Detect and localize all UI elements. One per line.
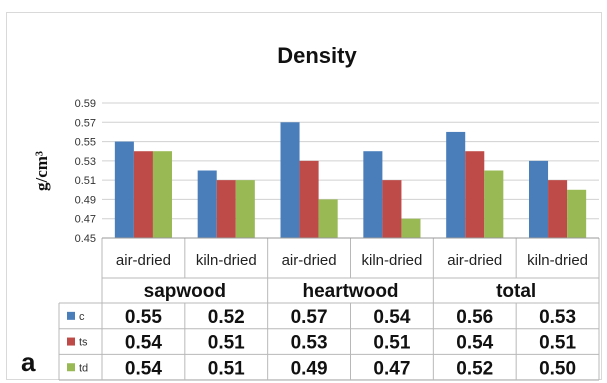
category-label: air-dried: [116, 252, 171, 269]
bar-ts-6: [548, 180, 568, 238]
data-value-c: 0.55: [125, 307, 162, 328]
density-chart: Density g/cm³ a 0.59 0.57 0.55 0.53 0.51 0.49…: [21, 43, 600, 381]
y-tick-label: 0.57: [75, 117, 96, 129]
legend-swatch-c: [67, 311, 75, 320]
data-value-ts: 0.51: [373, 333, 410, 354]
data-value-td: 0.50: [539, 358, 576, 379]
data-value-td: 0.49: [291, 358, 328, 379]
y-axis-label: g/cm³: [32, 151, 51, 191]
category-label: air-dried: [282, 252, 337, 269]
legend-swatch-ts: [67, 337, 75, 346]
bar-ts-4: [382, 180, 402, 238]
group-label-sapwood: sapwood: [144, 281, 226, 302]
chart-frame: Density g/cm³ a 0.59 0.57 0.55 0.53 0.51 0.49…: [6, 12, 602, 381]
group-label-heartwood: heartwood: [302, 281, 398, 302]
legend-swatch-td: [67, 363, 75, 372]
y-tick-label: 0.59: [75, 98, 96, 110]
bar-c-3: [280, 122, 300, 238]
bar-ts-5: [465, 151, 485, 238]
bar-ts-3: [299, 160, 319, 238]
bar-c-2: [197, 170, 217, 238]
category-label: kiln-dried: [527, 252, 588, 269]
chart-title: Density: [277, 43, 357, 68]
y-tick-label: 0.55: [75, 137, 96, 149]
data-value-td: 0.51: [208, 358, 245, 379]
data-value-ts: 0.53: [291, 333, 328, 354]
bar-td-5: [484, 170, 504, 238]
bar-c-5: [446, 131, 466, 238]
y-tick-label: 0.51: [75, 175, 96, 187]
panel-label: a: [21, 347, 36, 377]
bar-td-3: [318, 199, 338, 238]
y-tick-label: 0.45: [75, 233, 96, 245]
bar-c-1: [114, 141, 134, 238]
bar-td-1: [152, 151, 172, 238]
bar-td-4: [401, 218, 421, 238]
bar-ts-2: [216, 180, 236, 238]
y-tick-label: 0.49: [75, 194, 96, 206]
group-label-total: total: [496, 281, 536, 302]
data-value-ts: 0.51: [539, 333, 576, 354]
category-label: air-dried: [447, 252, 502, 269]
bar-c-4: [363, 151, 383, 238]
data-value-ts: 0.51: [208, 333, 245, 354]
data-value-td: 0.47: [373, 358, 410, 379]
data-value-td: 0.52: [456, 358, 493, 379]
y-tick-label: 0.53: [75, 156, 96, 168]
category-label: kiln-dried: [196, 252, 257, 269]
bar-ts-1: [133, 151, 153, 238]
bar-td-2: [235, 180, 255, 238]
bar-td-6: [567, 189, 587, 238]
legend-label-ts: ts: [79, 337, 88, 349]
legend-label-td: td: [79, 362, 88, 374]
data-value-c: 0.53: [539, 307, 576, 328]
data-value-ts: 0.54: [456, 333, 493, 354]
data-value-td: 0.54: [125, 358, 162, 379]
bar-c-6: [529, 160, 549, 238]
data-value-ts: 0.54: [125, 333, 162, 354]
data-value-c: 0.56: [456, 307, 493, 328]
y-tick-label: 0.47: [75, 214, 96, 226]
data-value-c: 0.57: [291, 307, 328, 328]
data-value-c: 0.54: [373, 307, 410, 328]
category-label: kiln-dried: [361, 252, 422, 269]
legend-label-c: c: [79, 311, 85, 323]
data-value-c: 0.52: [208, 307, 245, 328]
